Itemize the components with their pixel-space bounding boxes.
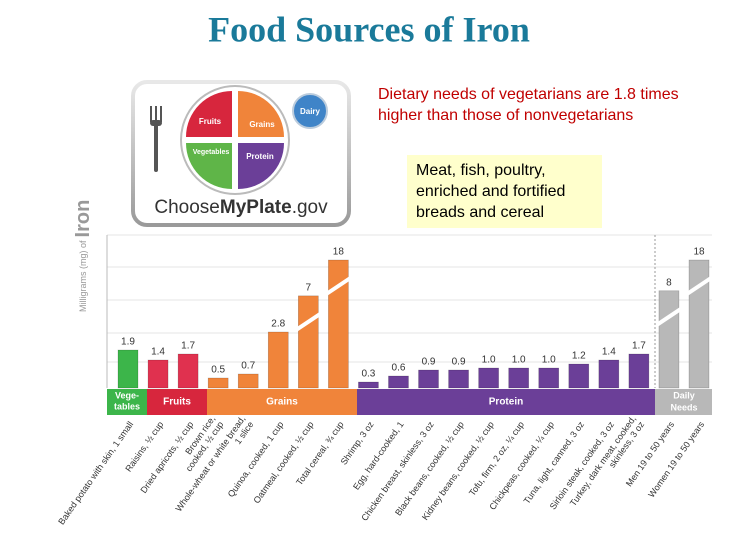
bar [237,373,259,389]
bar [328,259,349,389]
bar [538,367,560,389]
bar [147,359,169,389]
x-tick-label-line: Oatmeal, cooked, ½ cup [252,420,316,506]
callout: Meat, fish, poultry, [416,162,546,179]
value-label: 8 [666,277,672,288]
y-axis-title: Milligrams (mg) of Iron [72,200,94,312]
group-label: Daily [673,390,695,400]
value-label: 0.3 [361,369,375,380]
value-label: 0.9 [422,357,436,368]
value-label: 0.9 [452,357,466,368]
value-label: 1.4 [151,347,165,358]
bar [688,259,710,389]
logo-label: Dairy [300,107,321,116]
value-label: 0.7 [241,361,255,372]
bar [478,367,499,389]
value-label: 2.8 [271,319,285,330]
logo-label: Protein [246,152,274,161]
value-label: 1.0 [482,355,496,366]
x-tick-label-line: Dried apricots, ½ cup [139,420,196,495]
bar [448,369,469,389]
value-label: 18 [693,247,705,258]
x-tick-label-line: Women 19 to 50 years [647,419,707,499]
value-label: 7 [306,282,312,293]
bar [117,349,139,389]
logo-site-part: .gov [292,197,328,218]
value-label: 0.6 [392,363,406,374]
logo-label: Fruits [199,117,222,126]
group-label: Protein [489,397,523,408]
note: Dietary needs of vegetarians are 1.8 tim… [378,86,679,103]
x-tick-label: Oatmeal, cooked, ½ cup [252,420,316,506]
value-label: 1.0 [512,355,526,366]
bar [298,295,319,389]
bar [358,381,379,389]
bar [568,363,590,389]
axis-break [295,312,322,332]
value-label: 18 [333,247,345,258]
note: higher than those of nonvegetarians [378,107,633,124]
x-tick-label-line: Baked potato with skin, 1 small [57,420,136,527]
group-label: tables [114,401,140,411]
value-label: 1.0 [542,355,556,366]
value-label: 1.4 [602,347,616,358]
logo-site-part: Choose [154,197,220,218]
bar [267,331,289,389]
value-label: 0.5 [211,365,225,376]
axis-break [685,276,713,296]
group-bands: Vege- tables Fruits Grains Protein Daily… [107,389,712,415]
chart-title: Food Sources of Iron [208,9,530,49]
callout: breads and cereal [416,204,544,221]
bar [508,367,529,389]
group-label: Vege- [115,390,139,400]
x-tick-label-line: Tofu, firm, 2 oz, ¼ cup [467,420,526,498]
x-tick-label: Baked potato with skin, 1 small [57,420,136,527]
group-label: Grains [266,397,298,408]
logo-site: ChooseMyPlate.gov [154,197,328,218]
group-label: Needs [670,402,697,412]
bar [388,375,409,389]
x-tick-label: Tofu, firm, 2 oz, ¼ cup [467,420,526,498]
x-tick-label: Women 19 to 50 years [647,419,707,499]
logo-site-part: MyPlate [220,197,292,218]
group-label: Fruits [163,397,191,408]
logo-label: Vegetables [193,149,230,156]
y-axis-title-part: Iron [72,200,94,238]
value-label: 1.7 [632,341,646,352]
myplate-logo: Fruits Grains Vegetables Protein Dairy C… [131,80,351,227]
callout: enriched and fortified [416,183,565,200]
y-axis-title-part: Milligrams (mg) of [78,240,88,312]
value-label: 1.9 [121,337,135,348]
background-lines [107,234,712,363]
value-label: 1.7 [181,341,195,352]
value-label: 1.2 [572,351,586,362]
bar [177,353,199,389]
logo-label: Grains [249,120,275,129]
bar [628,353,650,389]
bar [207,377,229,389]
callout-box [407,155,602,228]
bar [658,290,680,389]
x-tick-label: Dried apricots, ½ cup [139,420,196,495]
axis-break [655,307,683,327]
bar [598,359,620,389]
axis-break [325,276,352,296]
bar [418,369,439,389]
